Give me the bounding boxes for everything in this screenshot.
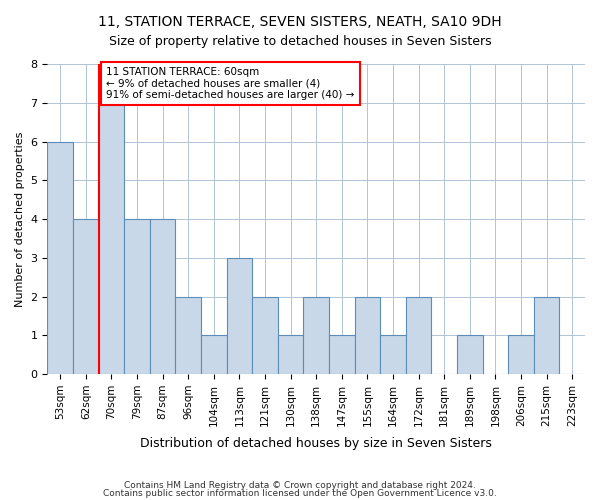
Bar (98, 103, 124, 374)
Bar (201, 336, 227, 374)
Bar (252, 296, 278, 374)
Bar (508, 336, 534, 374)
Bar (47, 142, 73, 374)
Bar (73, 219, 98, 374)
Text: Size of property relative to detached houses in Seven Sisters: Size of property relative to detached ho… (109, 35, 491, 48)
Text: Contains public sector information licensed under the Open Government Licence v3: Contains public sector information licen… (103, 488, 497, 498)
Bar (406, 296, 431, 374)
Text: Contains HM Land Registry data © Crown copyright and database right 2024.: Contains HM Land Registry data © Crown c… (124, 481, 476, 490)
Bar (124, 219, 150, 374)
Bar (278, 336, 304, 374)
Bar (304, 296, 329, 374)
Bar (457, 336, 482, 374)
Text: 11, STATION TERRACE, SEVEN SISTERS, NEATH, SA10 9DH: 11, STATION TERRACE, SEVEN SISTERS, NEAT… (98, 15, 502, 29)
Bar (227, 258, 252, 374)
Text: 11 STATION TERRACE: 60sqm
← 9% of detached houses are smaller (4)
91% of semi-de: 11 STATION TERRACE: 60sqm ← 9% of detach… (106, 67, 355, 100)
Bar (329, 336, 355, 374)
Bar (150, 219, 175, 374)
Y-axis label: Number of detached properties: Number of detached properties (15, 132, 25, 306)
Bar (380, 336, 406, 374)
X-axis label: Distribution of detached houses by size in Seven Sisters: Distribution of detached houses by size … (140, 437, 492, 450)
Bar (175, 296, 201, 374)
Bar (534, 296, 559, 374)
Bar (355, 296, 380, 374)
